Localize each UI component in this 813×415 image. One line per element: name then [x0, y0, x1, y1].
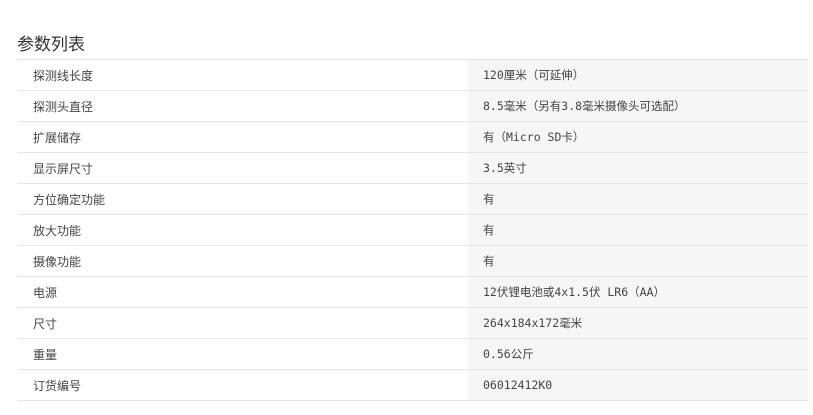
spec-value: 3.5英寸 — [468, 152, 808, 184]
spec-value: 有 — [468, 183, 808, 215]
table-row: 显示屏尺寸 3.5英寸 — [17, 152, 808, 184]
spec-table: 探测线长度 120厘米（可延伸） 探测头直径 8.5毫米（另有3.8毫米摄像头可选配）… — [17, 59, 808, 401]
spec-label: 探测线长度 — [17, 59, 468, 91]
table-row: 尺寸 264x184x172毫米 — [17, 307, 808, 339]
spec-label: 探测头直径 — [17, 90, 468, 122]
spec-label: 扩展储存 — [17, 121, 468, 153]
table-row: 探测线长度 120厘米（可延伸） — [17, 59, 808, 91]
table-row: 重量 0.56公斤 — [17, 338, 808, 370]
spec-label: 显示屏尺寸 — [17, 152, 468, 184]
table-row: 摄像功能有 — [17, 245, 808, 277]
spec-value: 0.56公斤 — [468, 338, 808, 370]
spec-value: 8.5毫米（另有3.8毫米摄像头可选配） — [468, 90, 808, 122]
spec-label: 方位确定功能 — [17, 183, 468, 215]
spec-label: 放大功能 — [17, 214, 468, 246]
spec-value: 12伏锂电池或4x1.5伏 LR6（AA） — [468, 276, 808, 308]
table-row: 探测头直径 8.5毫米（另有3.8毫米摄像头可选配） — [17, 90, 808, 122]
spec-value: 120厘米（可延伸） — [468, 59, 808, 91]
table-row: 扩展储存 有（Micro SD卡） — [17, 121, 808, 153]
table-row: 方位确定功能有 — [17, 183, 808, 215]
spec-label: 摄像功能 — [17, 245, 468, 277]
table-row: 放大功能有 — [17, 214, 808, 246]
spec-value: 有 — [468, 245, 808, 277]
spec-label: 重量 — [17, 338, 468, 370]
table-row: 订货编号 06012412K0 — [17, 369, 808, 401]
page-title: 参数列表 — [17, 35, 85, 55]
spec-value: 有（Micro SD卡） — [468, 121, 808, 153]
spec-label: 订货编号 — [17, 369, 468, 401]
spec-value: 264x184x172毫米 — [468, 307, 808, 339]
spec-value: 有 — [468, 214, 808, 246]
table-row: 电源 12伏锂电池或4x1.5伏 LR6（AA） — [17, 276, 808, 308]
spec-value: 06012412K0 — [468, 369, 808, 401]
spec-label: 尺寸 — [17, 307, 468, 339]
spec-label: 电源 — [17, 276, 468, 308]
